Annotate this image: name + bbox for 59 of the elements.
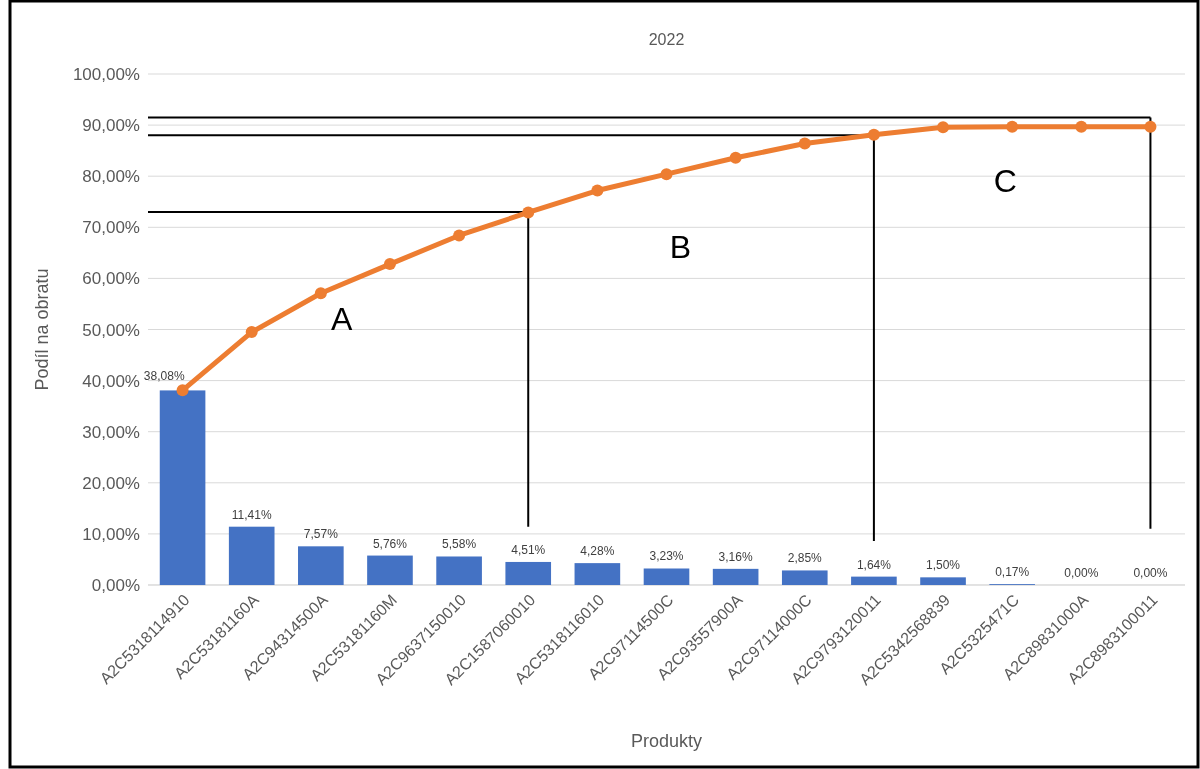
data-label: 3,23% [649,549,684,564]
point [729,151,742,164]
data-label: 4,28% [580,544,615,559]
data-label: 1,50% [926,558,961,573]
bar [574,563,621,585]
bar [505,561,552,585]
data-label: 5,76% [372,536,408,551]
data-label: 11,41% [231,507,272,522]
point [1006,120,1019,133]
y-tick-label: 90,00% [82,116,140,136]
bar [228,526,275,585]
y-tick-label: 80,00% [82,167,140,187]
annotation: B [669,228,691,265]
bar [298,546,344,585]
x-axis-title: Produkty [630,731,703,751]
y-tick-label: 40,00% [82,371,140,391]
data-label: 4,51% [511,542,546,557]
bar [781,570,828,585]
point [245,326,258,339]
y-tick-label: 50,00% [82,320,140,340]
bar [436,556,482,585]
annotation: C [993,162,1017,199]
point [176,384,189,397]
y-tick-label: 10,00% [82,524,140,544]
point [1075,120,1088,133]
data-label: 0,17% [995,565,1030,580]
point [453,229,466,242]
y-tick-label: 30,00% [82,422,140,442]
data-label: 1,64% [856,557,892,572]
data-label: 0,00% [1133,566,1168,580]
y-axis-title: Podíl na obratu [32,268,52,391]
y-tick-label: 100,00% [72,65,140,84]
point [867,128,880,141]
annotation: A [330,300,353,337]
bar [643,568,690,585]
bar [712,568,759,585]
point [660,168,673,181]
y-tick-label: 20,00% [82,473,140,493]
data-label: 5,58% [442,537,477,552]
point [314,287,327,300]
data-label: 0,00% [1064,566,1099,580]
point [937,121,950,134]
data-label: 7,57% [303,527,339,542]
y-tick-label: 70,00% [82,218,140,238]
point [798,137,811,150]
data-label: 38,08% [143,369,185,384]
chart-title: 2022 [648,31,685,48]
point [383,258,396,271]
point [522,206,535,219]
data-label: 3,16% [718,549,753,564]
y-tick-label: 0,00% [91,576,140,595]
point [1144,120,1157,133]
bar [851,576,897,585]
y-tick-label: 60,00% [82,269,140,289]
bar [920,577,966,585]
bar [367,555,413,585]
bar [159,390,206,585]
point [591,184,604,197]
data-label: 2,85% [787,551,823,566]
